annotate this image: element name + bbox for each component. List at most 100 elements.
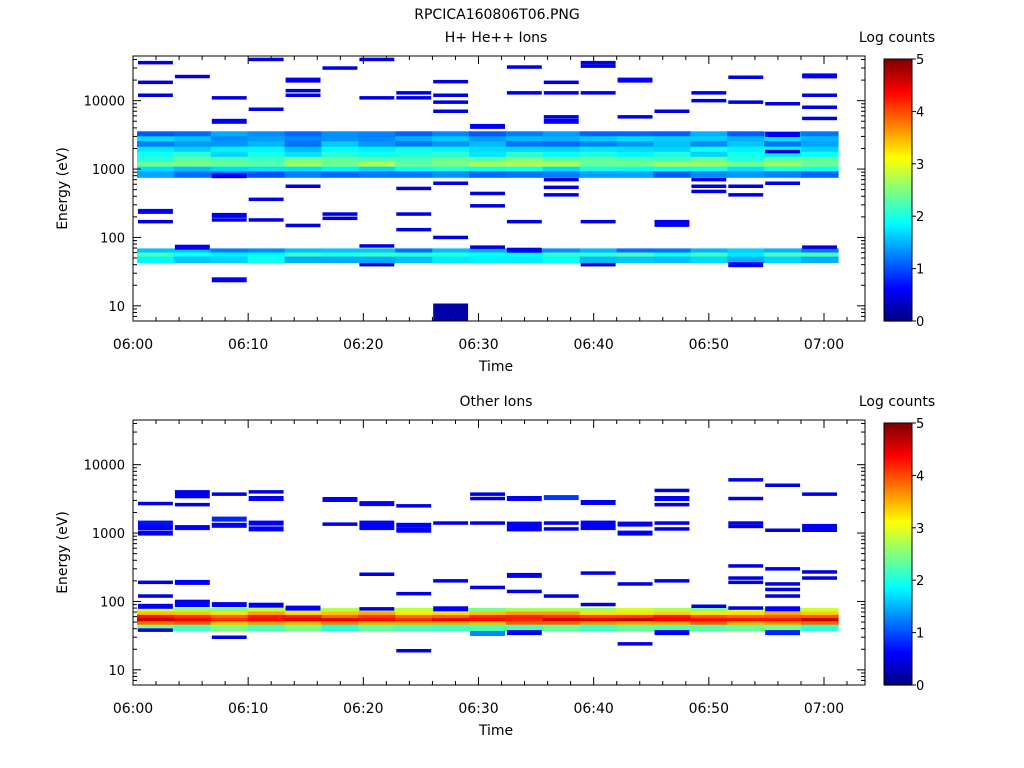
scatter-cell [580,602,616,607]
band-cell [653,621,691,628]
colorbar-cell [884,98,912,102]
band-cell [727,614,765,622]
band-cell [358,252,396,259]
band-cell [616,607,655,615]
scatter-cell [248,602,284,608]
colorbar-cell [884,187,912,191]
x-axis-label: Time [478,723,513,739]
colorbar-cell [884,253,912,257]
band-cell [247,607,286,615]
scatter-cell [617,582,653,586]
band-cell [727,621,765,628]
colorbar-cell [884,148,912,152]
band-cell [137,131,175,138]
band-cell [653,141,691,148]
scatter-cell [211,492,247,496]
colorbar-cell [884,479,912,483]
scatter-cell [691,98,727,103]
colorbar-cell [884,634,912,638]
x-tick-label: 06:50 [689,701,729,717]
band-cell [210,156,249,164]
band-cell [173,607,212,615]
scatter-cell [802,105,837,109]
band-cell [579,614,618,622]
x-tick-label: 06:30 [458,337,498,353]
band-cell [321,171,359,178]
band-cell [395,614,433,622]
band-cell [579,141,618,148]
scatter-cell [802,523,837,529]
scatter-cell [728,521,764,525]
scatter-cell [433,235,469,240]
colorbar-cell [884,264,912,268]
colorbar-cell [884,571,912,575]
scatter-cell [248,496,284,501]
colorbar-cell [884,538,912,542]
band-cell [690,611,728,618]
band-cell [210,624,249,632]
y-tick-label: 1000 [92,163,125,178]
scatter-cell [433,100,469,104]
band-cell [247,151,286,159]
colorbar-cell [884,279,912,283]
scatter-cell [433,93,469,97]
colorbar-cell [884,617,912,621]
band-cell [395,252,433,259]
band-cell [801,141,839,148]
colorbar-cell [884,209,912,213]
band-cell [764,611,802,618]
colorbar-cell [884,584,912,588]
band-cell [616,146,655,154]
colorbar-cell [884,543,912,546]
colorbar-cell [884,558,912,562]
band-cell [579,156,618,164]
scatter-cell [543,185,579,190]
colorbar-cell [884,174,912,178]
scatter-cell [396,212,432,216]
band-cell [469,161,507,169]
colorbar-cell [884,305,912,309]
colorbar-label: Log counts [859,394,935,410]
band-cell [247,256,286,264]
colorbar-cell [884,560,912,564]
colorbar-cell [884,656,912,660]
band-cell [358,146,396,154]
band-cell [653,166,691,174]
colorbar-cell [884,652,912,656]
colorbar-cell [884,534,912,538]
band-cell [801,166,839,174]
band-cell [616,256,655,264]
colorbar-cell [884,235,912,239]
band-cell [764,141,802,148]
scatter-cell [138,525,173,531]
colorbar-cell [884,117,912,121]
colorbar-cell [884,198,912,202]
scatter-cell [174,493,210,499]
colorbar-cell [884,460,912,463]
band-cell [505,614,544,622]
colorbar-cell [884,262,912,265]
band-cell [801,136,839,143]
scatter-cell [322,212,358,216]
band-cell [173,624,212,632]
scatter-cell [396,649,432,653]
colorbar-cell [884,246,912,250]
y-tick-label: 10 [108,664,125,679]
x-tick-label: 06:00 [113,337,153,353]
band-cell [137,607,175,615]
band-cell [247,624,286,632]
colorbar-cell [884,222,912,226]
band-cell [542,136,581,143]
colorbar-cell [884,438,912,442]
colorbar-cell [884,251,912,254]
band-cell [653,611,691,618]
scatter-cell [802,576,837,580]
band-cell [653,171,691,178]
band-cell [137,141,175,148]
scatter-cell [138,208,173,214]
scatter-cell [802,93,837,97]
colorbar-cell [884,523,912,527]
colorbar-tick-label: 4 [916,469,924,484]
band-cell [542,624,581,632]
scatter-cell [765,582,801,586]
